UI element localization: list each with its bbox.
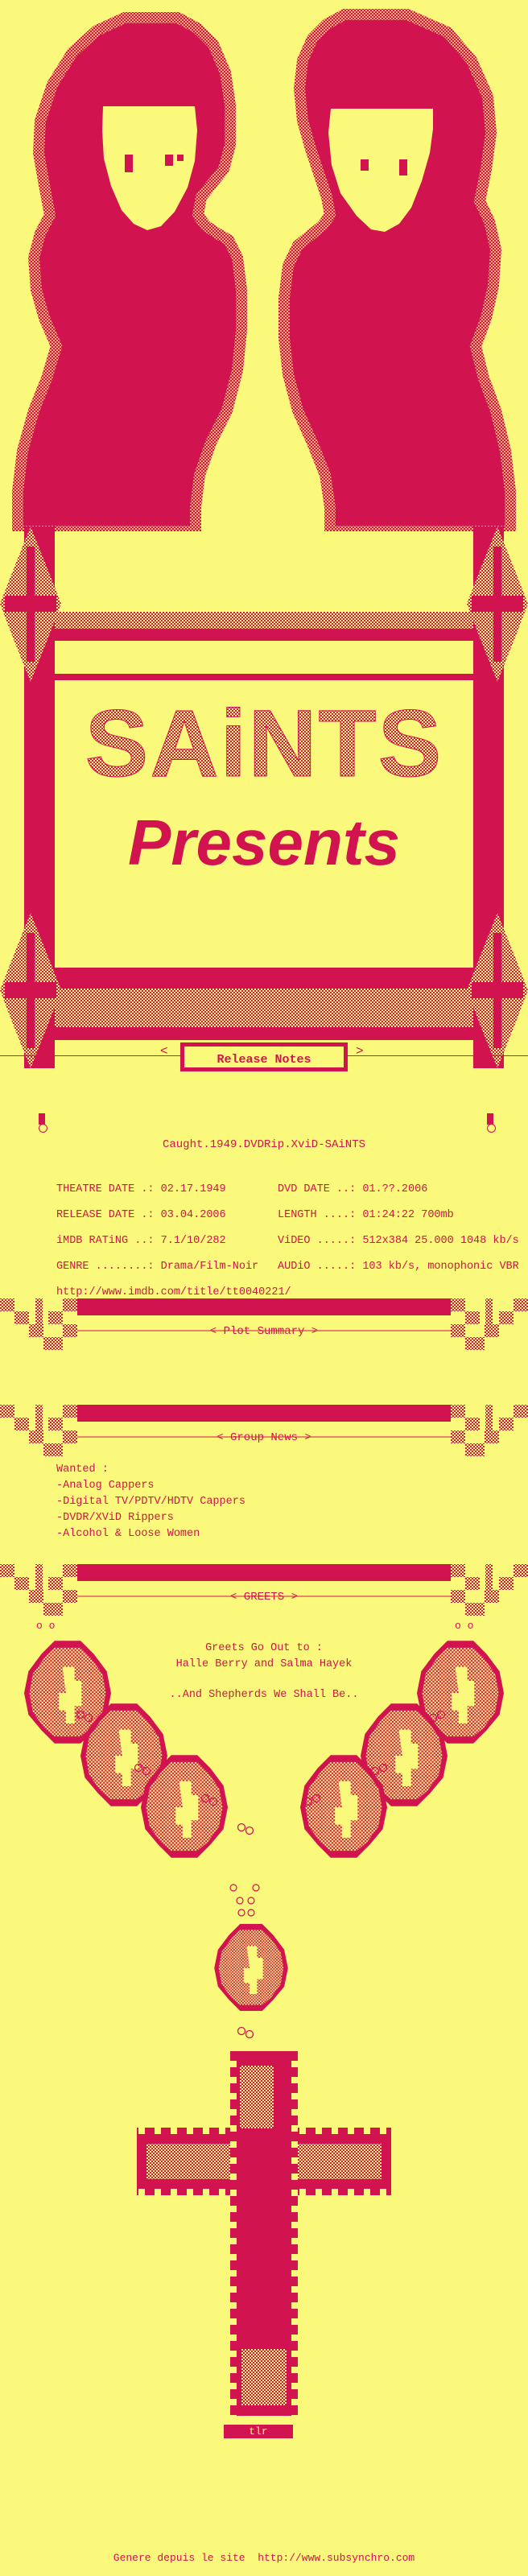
- svg-text:Presents: Presents: [128, 807, 400, 878]
- svg-text:< GREETS >: < GREETS >: [230, 1591, 298, 1604]
- svg-text:< Plot Summary >: < Plot Summary >: [210, 1325, 318, 1338]
- svg-text:< Group News >: < Group News >: [217, 1431, 311, 1444]
- svg-text:SAiNTS: SAiNTS: [85, 691, 443, 797]
